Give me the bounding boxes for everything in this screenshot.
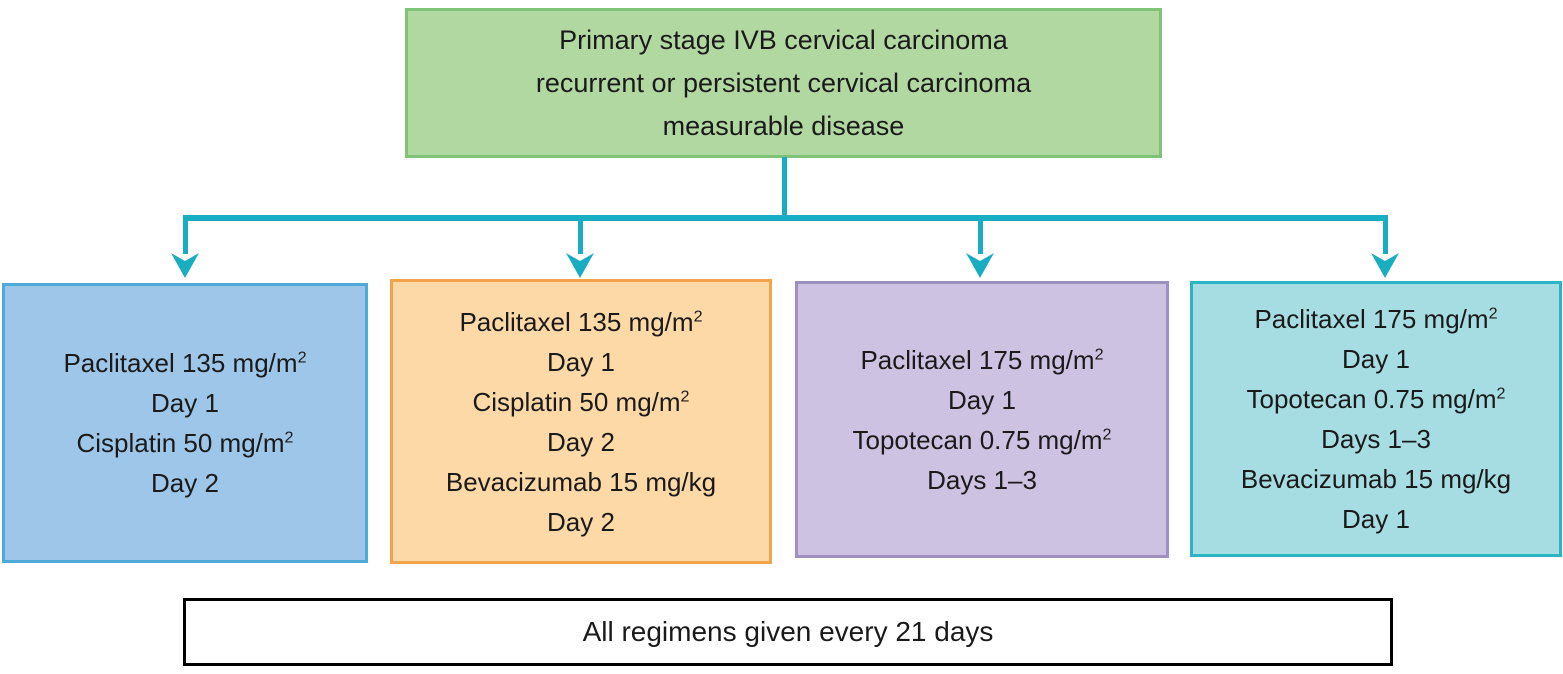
regimen-box-paclitaxel-topotecan: Paclitaxel 175 mg/m2 Day 1 Topotecan 0.75 … <box>795 281 1169 558</box>
regimen-line: Cisplatin 50 mg/m2 <box>76 428 294 458</box>
regimen-box-paclitaxel-cisplatin-bevacizumab: Paclitaxel 135 mg/m2 Day 1 Cisplatin 50 mg… <box>390 279 772 564</box>
regimen-line: Day 2 <box>547 426 615 457</box>
arrow-down-icon <box>966 253 994 278</box>
regimen-line: Topotecan 0.75 mg/m2 <box>852 424 1112 455</box>
regimen-line: Topotecan 0.75 mg/m2 <box>1246 384 1506 414</box>
connector-horizontal-line <box>183 215 1388 221</box>
connector-arrow-shaft <box>1383 221 1388 254</box>
regimen-line: Days 1–3 <box>1321 424 1431 454</box>
superscript: 2 <box>693 306 703 325</box>
regimen-line: Day 1 <box>1342 344 1410 374</box>
arrow-down-icon <box>171 253 199 278</box>
superscript: 2 <box>297 348 307 367</box>
superscript: 2 <box>284 428 294 447</box>
regimen-line: Paclitaxel 135 mg/m2 <box>459 306 703 337</box>
connector-arrow-shaft <box>183 221 188 254</box>
arrow-down-icon <box>566 253 594 278</box>
superscript: 2 <box>1496 384 1506 403</box>
regimen-line: Paclitaxel 175 mg/m2 <box>860 344 1104 375</box>
regimen-line: Paclitaxel 175 mg/m2 <box>1254 304 1498 334</box>
title-line: measurable disease <box>662 110 905 141</box>
superscript: 2 <box>1488 304 1498 323</box>
connector-vertical-stub <box>782 157 787 221</box>
regimen-line: Bevacizumab 15 mg/kg <box>1240 464 1512 494</box>
regimen-line: Day 1 <box>948 384 1016 415</box>
regimen-line: Day 2 <box>547 506 615 537</box>
title-line: recurrent or persistent cervical carcino… <box>535 67 1032 98</box>
regimen-line: Cisplatin 50 mg/m2 <box>472 386 690 417</box>
superscript: 2 <box>680 386 690 405</box>
regimen-line: Day 1 <box>151 388 219 418</box>
footer-label: All regimens given every 21 days <box>582 616 994 647</box>
regimen-box-paclitaxel-cisplatin: Paclitaxel 135 mg/m2 Day 1 Cisplatin 50 mg… <box>2 283 368 563</box>
regimen-line: Paclitaxel 135 mg/m2 <box>63 348 307 378</box>
regimen-line: Day 1 <box>1342 504 1410 534</box>
regimen-line: Day 2 <box>151 468 219 498</box>
superscript: 2 <box>1102 424 1112 443</box>
footer-box: All regimens given every 21 days <box>183 598 1393 666</box>
regimen-line: Bevacizumab 15 mg/kg <box>445 466 717 497</box>
regimen-line: Day 1 <box>547 346 615 377</box>
connector-arrow-shaft <box>978 221 983 254</box>
title-box: Primary stage IVB cervical carcinoma rec… <box>405 8 1162 158</box>
connector-arrow-shaft <box>578 221 583 254</box>
regimen-box-paclitaxel-topotecan-bevacizumab: Paclitaxel 175 mg/m2 Day 1 Topotecan 0.75 … <box>1190 281 1562 557</box>
superscript: 2 <box>1094 344 1104 363</box>
title-line: Primary stage IVB cervical carcinoma <box>559 24 1008 55</box>
regimen-line: Days 1–3 <box>927 464 1037 495</box>
arrow-down-icon <box>1371 253 1399 278</box>
